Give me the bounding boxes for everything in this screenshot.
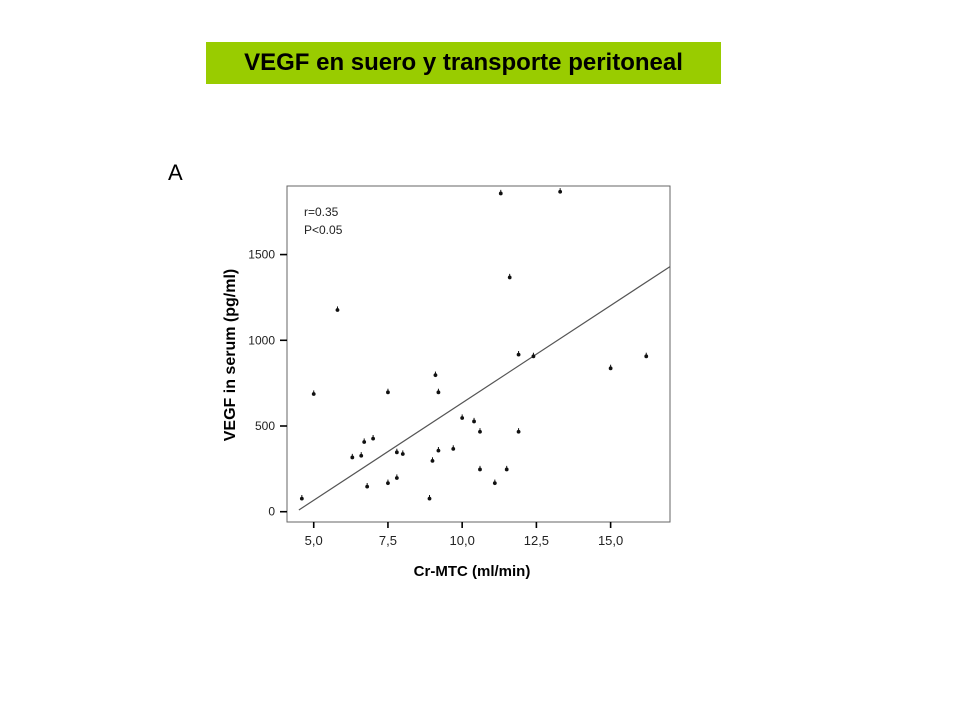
x-tick-label: 5,0 xyxy=(305,533,323,548)
data-point xyxy=(472,417,476,424)
y-tick-label: 500 xyxy=(255,419,275,433)
y-tick-label: 1000 xyxy=(248,333,275,347)
slide-title: VEGF en suero y transporte peritoneal xyxy=(244,49,683,76)
data-point xyxy=(394,474,399,480)
y-axis-label: VEGF in serum (pg/ml) xyxy=(222,269,239,441)
data-point xyxy=(516,428,521,434)
x-tick-label: 7,5 xyxy=(379,533,397,548)
data-point xyxy=(460,414,465,420)
data-point xyxy=(608,364,613,371)
data-point xyxy=(498,189,503,196)
points-layer xyxy=(299,188,649,501)
x-tick-label: 10,0 xyxy=(450,533,475,548)
data-point xyxy=(516,351,521,357)
data-point xyxy=(362,438,367,444)
data-point xyxy=(371,435,376,441)
data-point xyxy=(436,388,441,395)
regression-layer xyxy=(298,266,671,511)
y-axis: 0 500 1000 1500 xyxy=(248,248,287,519)
data-point xyxy=(478,428,482,434)
data-point xyxy=(394,448,399,455)
x-tick-label: 15,0 xyxy=(598,533,623,548)
data-point xyxy=(507,273,512,280)
annotation-p: P<0.05 xyxy=(304,223,343,237)
data-point xyxy=(430,457,435,463)
regression-line xyxy=(298,266,671,511)
y-tick-label: 0 xyxy=(268,505,275,519)
panel-label: A xyxy=(168,160,183,185)
data-point xyxy=(558,188,563,194)
x-axis: 5,0 7,5 10,0 12,5 15,0 xyxy=(305,522,623,548)
x-tick-label: 12,5 xyxy=(524,533,549,548)
x-axis-label: Cr-MTC (ml/min) xyxy=(414,563,531,580)
data-point xyxy=(311,390,316,396)
data-point xyxy=(386,388,390,395)
data-point xyxy=(451,445,456,451)
data-point xyxy=(433,371,438,378)
data-point xyxy=(427,495,432,501)
plot-frame xyxy=(286,185,671,523)
data-point xyxy=(436,447,441,453)
data-point xyxy=(386,479,390,486)
data-point xyxy=(299,495,304,501)
data-point xyxy=(644,352,649,359)
data-point xyxy=(359,452,364,458)
data-point xyxy=(504,465,509,472)
data-point xyxy=(400,450,405,456)
data-point xyxy=(365,483,370,489)
annotation-r: r=0.35 xyxy=(304,205,339,219)
data-point xyxy=(350,453,355,460)
data-point xyxy=(492,479,497,486)
data-point xyxy=(335,306,340,312)
y-tick-label: 1500 xyxy=(248,248,275,262)
data-point xyxy=(531,352,536,359)
title-banner: VEGF en suero y transporte peritoneal xyxy=(206,42,721,84)
data-point xyxy=(478,465,482,472)
